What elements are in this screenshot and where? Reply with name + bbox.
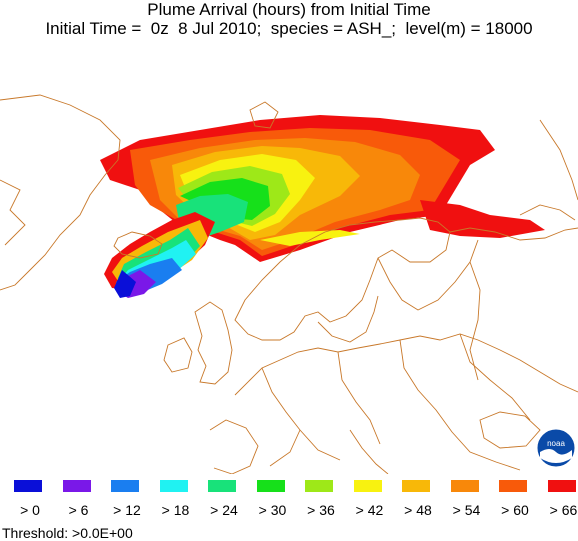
legend-swatch xyxy=(499,480,527,492)
plume-band xyxy=(420,200,545,238)
legend-swatch xyxy=(547,480,576,492)
ireland-coast xyxy=(163,337,193,373)
legend-item: > 66 xyxy=(536,480,578,518)
legend-label: > 6 xyxy=(68,502,89,518)
legend-label: > 24 xyxy=(210,502,238,518)
legend-item: > 48 xyxy=(390,480,434,518)
legend-item: > 6 xyxy=(51,480,95,518)
legend-item: > 24 xyxy=(196,480,240,518)
legend-item: > 18 xyxy=(148,480,192,518)
legend-swatch xyxy=(159,480,188,492)
legend-label: > 30 xyxy=(258,502,287,518)
chart-title: Plume Arrival (hours) from Initial Time xyxy=(147,0,431,19)
russia-coast xyxy=(449,227,578,241)
noaa-logo-text: noaa xyxy=(547,439,565,448)
legend-label: > 60 xyxy=(501,502,529,518)
legend-swatch xyxy=(62,480,91,492)
plume-band xyxy=(114,270,136,298)
russia-border xyxy=(469,261,481,381)
britain-coast xyxy=(194,301,233,385)
legend-label: > 42 xyxy=(355,502,384,518)
legend-label: > 48 xyxy=(404,502,432,518)
europe-coast xyxy=(234,333,578,396)
legend-swatch xyxy=(256,480,285,492)
greenland-coast-inner xyxy=(0,179,26,246)
noaa-logo-icon: noaa xyxy=(536,428,576,468)
legend-item: > 30 xyxy=(245,480,289,518)
legend-item: > 42 xyxy=(342,480,386,518)
legend-swatch xyxy=(353,480,382,492)
arctic-islands xyxy=(519,204,576,221)
legend-swatch xyxy=(208,480,236,492)
legend-label: > 0 xyxy=(20,502,40,518)
baltic-coast xyxy=(317,295,379,343)
chart-subtitle: Initial Time = 0z 8 Jul 2010; species = … xyxy=(45,19,533,38)
legend-label: > 54 xyxy=(452,502,481,518)
plume-map xyxy=(0,94,578,474)
legend-item: > 36 xyxy=(293,480,337,518)
plume-layer xyxy=(100,115,545,298)
legend-label: > 12 xyxy=(113,502,141,518)
coastlines xyxy=(0,94,578,474)
legend-swatch xyxy=(402,480,430,492)
legend-swatch xyxy=(111,480,139,492)
iceland-coast xyxy=(113,231,163,259)
greenland-coast xyxy=(0,94,121,291)
legend-item: > 0 xyxy=(2,480,46,518)
italy-coast xyxy=(349,429,389,474)
iberia-coast xyxy=(209,419,259,474)
east-coast-edge xyxy=(539,119,578,201)
europe-borders xyxy=(261,333,531,471)
legend-label: > 36 xyxy=(307,502,335,518)
svalbard-coast xyxy=(249,101,279,129)
legend-item: > 54 xyxy=(439,480,483,518)
plume-band xyxy=(260,230,360,246)
legend-item: > 60 xyxy=(487,480,531,518)
legend-swatch xyxy=(450,480,479,492)
scandinavia-coast xyxy=(234,217,451,341)
legend-label: > 66 xyxy=(549,502,578,518)
legend-swatch xyxy=(305,480,333,492)
legend-label: > 18 xyxy=(161,502,190,518)
finland-coast xyxy=(377,239,479,311)
legend: > 0 > 6 > 12 > 18 > 24 > 30 > 36 > 42 > 48 > 54 > … xyxy=(0,480,578,520)
legend-swatch xyxy=(14,480,42,492)
threshold-label: Threshold: >0.0E+00 xyxy=(2,525,133,541)
legend-item: > 12 xyxy=(99,480,143,518)
black-sea-coast xyxy=(479,411,541,449)
